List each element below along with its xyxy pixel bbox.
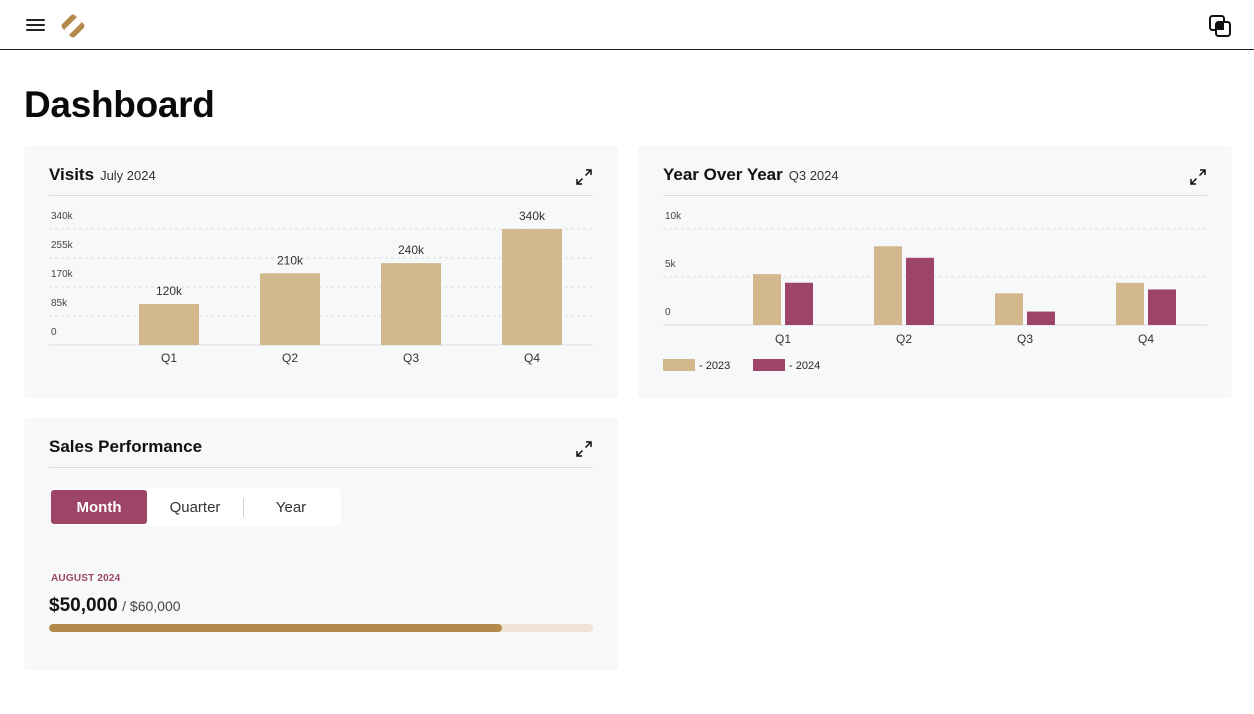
y-tick-label: 10k	[665, 211, 682, 222]
x-tick-label: Q2	[282, 351, 298, 365]
bar-series-2024	[1027, 311, 1055, 325]
x-tick-label: Q3	[403, 351, 419, 365]
legend-label: - 2023	[699, 360, 730, 372]
legend-swatch	[753, 359, 785, 371]
yoy-chart: 0 5k 10k Q1 Q2 Q3 Q4 - 2023 - 2024	[663, 211, 1207, 372]
hamburger-menu-icon[interactable]	[26, 17, 46, 33]
x-tick-label: Q1	[775, 332, 791, 346]
visits-card: Visits July 2024 0 85k 170k 255k 340k 120k Q1 21…	[24, 146, 618, 398]
bar-series-2024	[1148, 289, 1176, 325]
bar-series-2024	[906, 257, 934, 325]
tab-month[interactable]: Month	[51, 490, 147, 524]
diamond-logo-icon[interactable]	[59, 12, 87, 40]
yoy-card: Year Over Year Q3 2024 0 5k 10k Q1 Q2 Q3 Q4 - 20…	[638, 146, 1232, 398]
sales-target: / $60,000	[122, 598, 181, 614]
x-tick-label: Q4	[524, 351, 540, 365]
sales-amount: $50,000	[49, 595, 118, 616]
sales-period: AUGUST 2024	[51, 573, 121, 584]
bar-series-2023	[1116, 282, 1144, 325]
bar-series-2023	[874, 246, 902, 325]
visits-subtitle: July 2024	[100, 168, 156, 183]
y-tick-label: 0	[665, 307, 671, 318]
sales-card: Sales Performance Month Quarter Year AUG…	[24, 418, 618, 670]
sales-progress-bar	[49, 624, 593, 632]
y-tick-label: 5k	[665, 259, 677, 270]
bar	[502, 229, 562, 345]
bar	[381, 263, 441, 345]
page-title: Dashboard	[24, 84, 215, 125]
sales-title: Sales Performance	[49, 437, 203, 456]
sales-progress-fill	[49, 624, 503, 632]
bar-value-label: 240k	[398, 243, 425, 257]
y-tick-label: 340k	[51, 211, 74, 222]
segment-divider	[243, 498, 244, 517]
x-tick-label: Q1	[161, 351, 177, 365]
yoy-title: Year Over Year	[663, 165, 783, 184]
legend-swatch	[663, 359, 695, 371]
visits-card-header: Visits July 2024	[49, 146, 593, 196]
top-bar	[0, 0, 1254, 50]
period-segmented-control: Month Quarter Year	[51, 488, 341, 526]
tab-quarter[interactable]: Quarter	[147, 490, 243, 524]
bar-series-2024	[785, 282, 813, 325]
layers-icon[interactable]	[1208, 14, 1232, 38]
expand-icon[interactable]	[575, 440, 593, 458]
sales-card-header: Sales Performance	[49, 418, 593, 468]
expand-icon[interactable]	[575, 168, 593, 186]
x-tick-label: Q2	[896, 332, 912, 346]
bar-value-label: 210k	[277, 253, 304, 267]
sales-amount-row: $50,000 / $60,000	[49, 595, 181, 617]
visits-title: Visits	[49, 165, 95, 184]
y-tick-label: 0	[51, 327, 57, 338]
bar-value-label: 340k	[519, 209, 546, 223]
expand-icon[interactable]	[1189, 168, 1207, 186]
bar	[260, 273, 320, 345]
yoy-subtitle: Q3 2024	[788, 168, 839, 183]
y-tick-label: 255k	[51, 240, 74, 251]
x-tick-label: Q4	[1138, 332, 1154, 346]
bar	[139, 304, 199, 345]
legend-label: - 2024	[789, 360, 820, 372]
visits-chart: 0 85k 170k 255k 340k 120k Q1 210k Q2 240k Q3 340k Q4	[49, 209, 593, 365]
y-tick-label: 170k	[51, 269, 74, 280]
bar-series-2023	[995, 293, 1023, 325]
bar-series-2023	[753, 274, 781, 325]
yoy-card-header: Year Over Year Q3 2024	[663, 146, 1207, 196]
bar-value-label: 120k	[156, 284, 183, 298]
y-tick-label: 85k	[51, 298, 68, 309]
tab-year[interactable]: Year	[243, 490, 339, 524]
x-tick-label: Q3	[1017, 332, 1033, 346]
